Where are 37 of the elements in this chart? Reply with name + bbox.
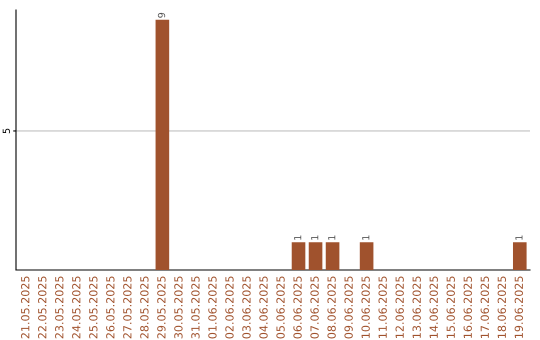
x-tick-label: 16.06.2025	[464, 276, 472, 338]
y-tick-label: 5	[2, 128, 10, 134]
x-tick-label: 05.06.2025	[276, 276, 285, 338]
x-tick-label: 12.06.2025	[395, 276, 404, 338]
x-tick-label: 26.05.2025	[106, 276, 115, 338]
x-tick-label: 13.06.2025	[412, 276, 421, 338]
x-tick-label: 14.06.2025	[430, 276, 438, 338]
x-tick-label: 23.05.2025	[55, 276, 64, 338]
x-tick-label: 10.06.2025	[361, 276, 370, 338]
x-tick-label: 09.06.2025	[344, 276, 353, 338]
x-tick-label: 28.05.2025	[140, 276, 149, 338]
x-tick-label: 22.05.2025	[38, 276, 46, 338]
x-tick-label: 31.05.2025	[191, 276, 200, 338]
x-tick-label: 03.06.2025	[242, 276, 251, 338]
x-tick-label: 07.06.2025	[310, 276, 319, 338]
x-tick-label: 02.06.2025	[225, 276, 234, 338]
x-tick-label: 18.06.2025	[498, 276, 506, 338]
x-tick-label: 25.05.2025	[89, 276, 98, 338]
x-tick-label: 04.06.2025	[259, 276, 268, 338]
x-tick-label: 11.06.2025	[378, 276, 387, 338]
data-label: 1	[362, 236, 370, 240]
x-tick-label: 15.06.2025	[446, 276, 455, 338]
x-tick-label: 29.05.2025	[157, 276, 166, 338]
x-tick-label: 19.06.2025	[514, 276, 524, 338]
x-tick-label: 06.06.2025	[293, 276, 302, 338]
data-label: 1	[328, 236, 336, 240]
data-label: 1	[515, 236, 522, 240]
x-tick-label: 17.06.2025	[480, 276, 489, 338]
data-label: 9	[158, 12, 166, 18]
x-tick-label: 01.06.2025	[208, 276, 217, 338]
x-tick-label: 30.05.2025	[174, 276, 183, 338]
x-tick-label: 08.06.2025	[327, 276, 336, 338]
x-tick-label: 24.05.2025	[72, 276, 80, 338]
x-tick-label: 27.05.2025	[123, 276, 132, 338]
data-label: 1	[311, 236, 318, 240]
data-label: 1	[294, 236, 302, 240]
x-tick-label: 21.05.2025	[21, 276, 30, 338]
